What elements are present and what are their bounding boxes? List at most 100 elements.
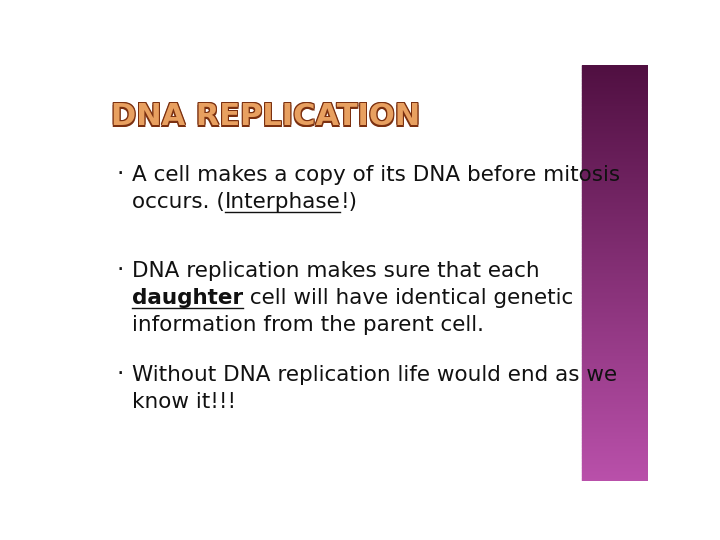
Bar xyxy=(582,133,648,134)
Bar xyxy=(582,327,648,328)
Bar xyxy=(582,434,648,435)
Bar xyxy=(582,386,648,388)
Bar xyxy=(582,256,648,258)
Bar xyxy=(582,245,648,246)
Bar xyxy=(582,458,648,460)
Bar xyxy=(582,348,648,349)
Bar xyxy=(582,136,648,137)
Bar xyxy=(582,144,648,145)
Bar xyxy=(582,79,648,80)
Bar xyxy=(582,239,648,241)
Bar xyxy=(582,104,648,105)
Bar xyxy=(582,295,648,296)
Text: DNA replication makes sure that each: DNA replication makes sure that each xyxy=(132,261,539,281)
Bar xyxy=(582,167,648,168)
Bar xyxy=(582,206,648,207)
Bar xyxy=(582,150,648,151)
Text: DNA REPLICATION: DNA REPLICATION xyxy=(110,104,419,132)
Bar xyxy=(582,114,648,116)
Bar xyxy=(582,447,648,449)
Bar xyxy=(582,467,648,468)
Bar xyxy=(582,170,648,172)
Bar xyxy=(582,332,648,334)
Bar xyxy=(582,122,648,123)
Bar xyxy=(582,361,648,363)
Bar xyxy=(582,176,648,177)
Bar xyxy=(582,191,648,192)
Bar xyxy=(582,352,648,353)
Bar xyxy=(582,180,648,181)
Bar xyxy=(582,429,648,431)
Bar xyxy=(582,469,648,471)
Bar xyxy=(582,77,648,79)
Bar xyxy=(582,320,648,321)
Text: ·: · xyxy=(117,363,124,386)
Bar xyxy=(582,187,648,188)
Bar xyxy=(582,216,648,217)
Bar xyxy=(582,422,648,424)
Text: A cell makes a copy of its DNA before mitosis: A cell makes a copy of its DNA before mi… xyxy=(132,165,620,185)
Bar xyxy=(582,82,648,83)
Bar xyxy=(582,268,648,270)
Bar xyxy=(582,258,648,259)
Bar xyxy=(582,363,648,364)
Bar xyxy=(582,442,648,443)
Bar xyxy=(582,197,648,198)
Bar xyxy=(582,300,648,302)
Bar xyxy=(582,406,648,407)
Bar xyxy=(582,456,648,457)
Bar xyxy=(582,172,648,173)
Bar xyxy=(582,224,648,226)
Bar xyxy=(582,289,648,291)
Bar xyxy=(582,238,648,239)
Bar xyxy=(582,437,648,439)
Bar xyxy=(582,72,648,73)
Bar xyxy=(582,190,648,191)
Bar xyxy=(582,453,648,454)
Bar xyxy=(582,317,648,319)
Bar xyxy=(582,282,648,284)
Bar xyxy=(582,436,648,437)
Bar xyxy=(582,322,648,324)
Bar xyxy=(582,421,648,422)
Text: DNA REPLICATION: DNA REPLICATION xyxy=(110,101,419,130)
Bar xyxy=(582,226,648,227)
Bar xyxy=(582,382,648,383)
Text: daughter: daughter xyxy=(132,288,243,308)
Bar xyxy=(582,267,648,268)
Bar xyxy=(582,241,648,242)
Bar xyxy=(582,471,648,472)
Bar xyxy=(582,310,648,312)
Bar xyxy=(582,420,648,421)
Bar xyxy=(582,349,648,350)
Bar xyxy=(582,123,648,124)
Bar xyxy=(582,439,648,441)
Text: ·: · xyxy=(117,259,124,282)
Bar xyxy=(582,126,648,127)
Bar xyxy=(582,324,648,326)
Bar xyxy=(582,108,648,109)
Bar xyxy=(582,169,648,170)
Bar xyxy=(582,381,648,382)
Bar xyxy=(582,89,648,90)
Bar xyxy=(582,246,648,248)
Bar xyxy=(582,263,648,265)
Bar xyxy=(582,111,648,112)
Bar xyxy=(582,383,648,385)
Bar xyxy=(582,374,648,375)
Bar xyxy=(582,329,648,331)
Bar xyxy=(582,410,648,411)
Bar xyxy=(582,113,648,114)
Bar xyxy=(582,73,648,75)
Bar xyxy=(582,231,648,233)
Bar xyxy=(582,138,648,140)
Bar xyxy=(582,334,648,335)
Bar xyxy=(582,265,648,266)
Bar xyxy=(582,413,648,414)
Bar xyxy=(582,192,648,194)
Bar xyxy=(582,312,648,313)
Text: ·: · xyxy=(117,164,124,186)
Bar xyxy=(582,287,648,288)
Bar xyxy=(582,281,648,282)
Bar xyxy=(582,174,648,176)
